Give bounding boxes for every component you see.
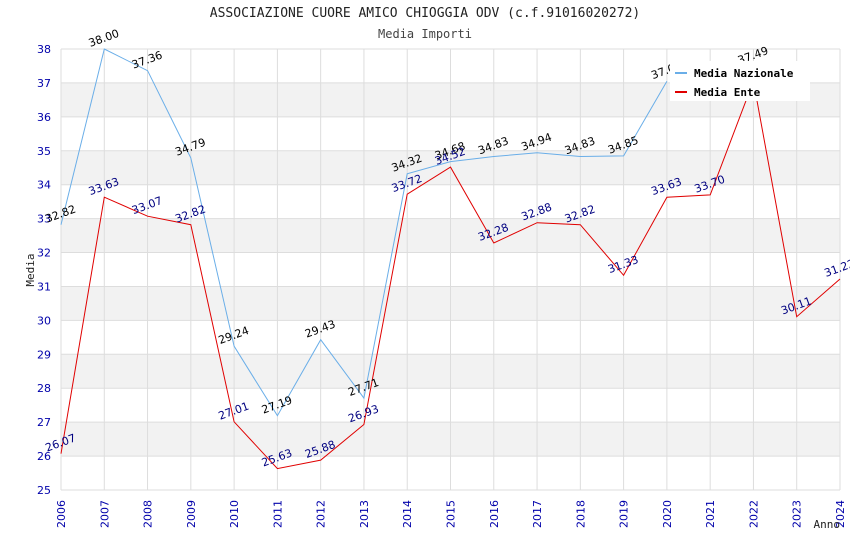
x-tick-label: 2023 <box>791 500 804 528</box>
series-line-media-nazionale <box>60 48 668 417</box>
x-axis-ticks: 2006 2007 2008 2009 2010 2011 2012 2013 2014 2015… <box>55 500 847 528</box>
series-lines <box>60 48 841 470</box>
y-tick-label: 25 <box>37 484 51 497</box>
y-tick-label: 38 <box>37 43 51 56</box>
data-label-media-nazionale: 38.00 <box>87 27 121 50</box>
y-tick-label: 31 <box>37 280 51 293</box>
x-tick-label: 2021 <box>704 500 717 528</box>
y-tick-label: 27 <box>37 416 51 429</box>
x-tick-label: 2006 <box>55 500 68 528</box>
x-tick-label: 2018 <box>574 500 587 528</box>
y-tick-label: 33 <box>37 213 51 226</box>
gridlines <box>60 48 841 491</box>
y-axis-label: Media <box>24 253 37 286</box>
data-label-media-ente: 31.22 <box>823 257 850 280</box>
x-tick-label: 2016 <box>488 500 501 528</box>
y-axis-ticks: 25 26 27 28 29 30 31 32 33 34 35 36 37 38 <box>37 43 51 497</box>
y-tick-label: 36 <box>37 111 51 124</box>
x-axis-label: Anno <box>814 518 841 531</box>
series-line-media-ente <box>60 79 841 470</box>
x-tick-label: 2024 <box>834 500 847 528</box>
chart-title: ASSOCIAZIONE CUORE AMICO CHIOGGIA ODV (c… <box>209 6 641 21</box>
y-tick-label: 28 <box>37 382 51 395</box>
y-tick-label: 35 <box>37 145 51 158</box>
legend-background <box>670 61 810 101</box>
y-tick-label: 30 <box>37 314 51 327</box>
x-tick-label: 2014 <box>401 500 414 528</box>
x-tick-label: 2010 <box>228 500 241 528</box>
y-tick-label: 37 <box>37 77 51 90</box>
x-tick-label: 2017 <box>531 500 544 528</box>
chart-subtitle: Media Importi <box>378 27 472 41</box>
legend: Media Nazionale Media Ente <box>670 61 810 101</box>
y-tick-label: 34 <box>37 179 51 192</box>
y-tick-label: 26 <box>37 450 51 463</box>
y-tick-label: 29 <box>37 348 51 361</box>
legend-label-media-nazionale: Media Nazionale <box>694 67 794 80</box>
x-tick-label: 2008 <box>142 500 155 528</box>
x-tick-label: 2022 <box>747 500 760 528</box>
x-tick-label: 2009 <box>185 500 198 528</box>
x-tick-label: 2019 <box>618 500 631 528</box>
x-tick-label: 2020 <box>661 500 674 528</box>
x-tick-label: 2013 <box>358 500 371 528</box>
x-tick-label: 2011 <box>271 500 284 528</box>
legend-label-media-ente: Media Ente <box>694 86 761 99</box>
y-tick-label: 32 <box>37 247 51 260</box>
x-tick-label: 2015 <box>445 500 458 528</box>
x-tick-label: 2007 <box>98 500 111 528</box>
x-tick-label: 2012 <box>315 500 328 528</box>
